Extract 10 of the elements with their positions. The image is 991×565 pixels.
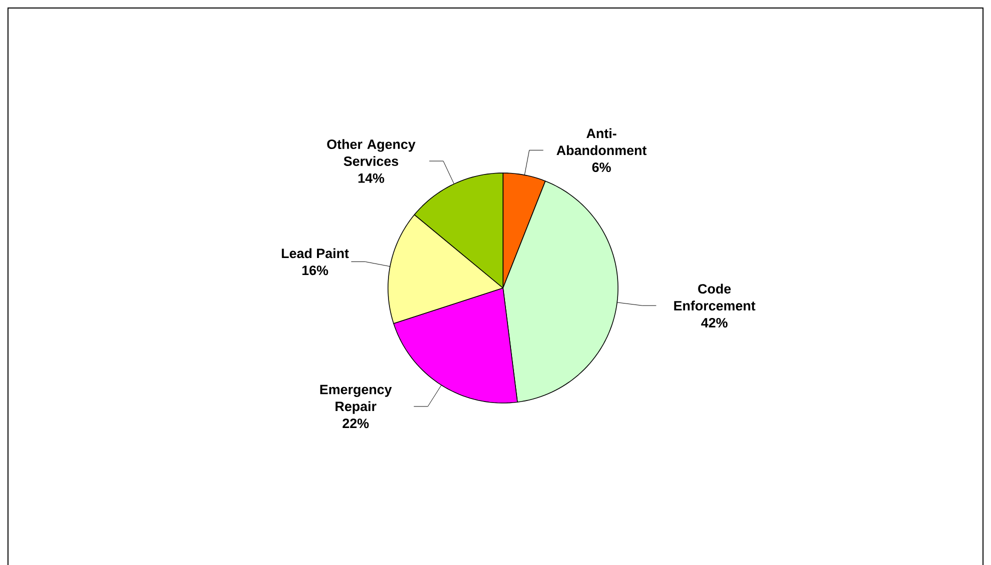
data-label: 22% bbox=[342, 418, 369, 428]
data-label: 6% bbox=[592, 162, 611, 172]
data-label: 14% bbox=[358, 173, 384, 183]
data-label: 42% bbox=[701, 318, 728, 328]
slice-label: Anti-Abandonment bbox=[556, 128, 647, 156]
slice-label: Lead Paint bbox=[282, 248, 349, 258]
data-label: 16% bbox=[302, 266, 328, 276]
legend-label: Emergency Repair bbox=[320, 384, 392, 414]
slice-label: Other Agency Services bbox=[327, 139, 416, 166]
slice-label: Code Enforcement bbox=[674, 284, 756, 311]
